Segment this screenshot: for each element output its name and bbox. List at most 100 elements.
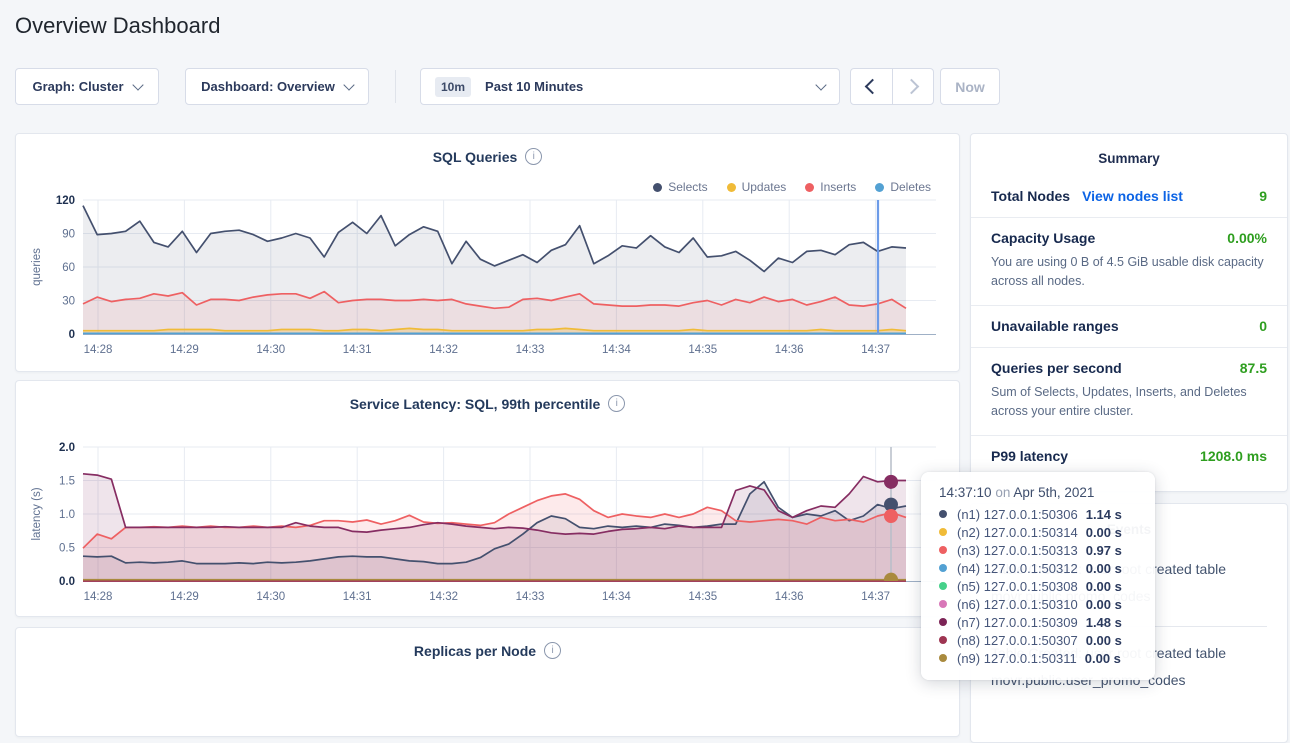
summary-label: Capacity Usage bbox=[991, 230, 1096, 246]
tooltip-row: (n1) 127.0.0.1:50306 1.14 s bbox=[939, 505, 1141, 523]
svg-text:14:29: 14:29 bbox=[170, 344, 199, 356]
tooltip-time: 14:37:10 bbox=[939, 485, 992, 500]
tooltip-row: (n4) 127.0.0.1:50312 0.00 s bbox=[939, 559, 1141, 577]
legend-item-selects[interactable]: Selects bbox=[653, 180, 708, 194]
next-range-button[interactable] bbox=[891, 69, 934, 104]
chart-legend: Selects Updates Inserts Deletes bbox=[653, 180, 931, 194]
node-latency-value: 0.00 s bbox=[1085, 560, 1122, 576]
summary-value: 0 bbox=[1259, 317, 1267, 334]
legend-item-deletes[interactable]: Deletes bbox=[875, 180, 931, 194]
graph-dropdown-label: Graph: Cluster bbox=[32, 79, 124, 94]
node-latency-value: 0.00 s bbox=[1084, 650, 1121, 666]
node-address: (n8) 127.0.0.1:50307 bbox=[957, 632, 1078, 648]
summary-value: 87.5 bbox=[1239, 359, 1267, 376]
node-address: (n3) 127.0.0.1:50313 bbox=[957, 542, 1078, 558]
chart-title: SQL Queries i bbox=[16, 148, 959, 165]
legend-item-inserts[interactable]: Inserts bbox=[805, 180, 856, 194]
svg-text:0.0: 0.0 bbox=[59, 576, 75, 588]
svg-text:60: 60 bbox=[62, 262, 75, 274]
svg-text:14:29: 14:29 bbox=[170, 591, 199, 603]
info-icon[interactable]: i bbox=[608, 395, 626, 412]
legend-label: Updates bbox=[741, 180, 787, 194]
svg-text:1.0: 1.0 bbox=[59, 509, 75, 521]
svg-text:14:32: 14:32 bbox=[429, 591, 458, 603]
svg-text:14:37: 14:37 bbox=[861, 591, 890, 603]
summary-row-qps: Queries per second 87.5 Sum of Selects, … bbox=[971, 348, 1287, 436]
summary-value: 0.00% bbox=[1227, 230, 1267, 246]
chevron-right-icon bbox=[903, 78, 920, 95]
node-address: (n5) 127.0.0.1:50308 bbox=[957, 578, 1078, 594]
svg-text:90: 90 bbox=[62, 229, 75, 241]
svg-text:latency (s): latency (s) bbox=[31, 487, 43, 540]
svg-text:14:37: 14:37 bbox=[861, 344, 890, 356]
summary-row-unavailable-ranges: Unavailable ranges 0 bbox=[971, 306, 1287, 348]
node-color-dot bbox=[939, 510, 947, 518]
summary-desc: You are using 0 B of 4.5 GiB usable disk… bbox=[991, 255, 1264, 289]
tooltip-rows: (n1) 127.0.0.1:50306 1.14 s (n2) 127.0.0.1… bbox=[939, 505, 1141, 667]
chevron-down-icon bbox=[343, 78, 355, 91]
prev-range-button[interactable] bbox=[851, 69, 892, 104]
summary-panel: Summary Total Nodes View nodes list 9 Ca… bbox=[970, 133, 1288, 492]
tooltip-header: 14:37:10 on Apr 5th, 2021 bbox=[939, 485, 1141, 500]
chevron-down-icon bbox=[131, 78, 144, 91]
chevron-left-icon bbox=[864, 78, 881, 95]
legend-dot bbox=[653, 182, 663, 192]
svg-text:1.5: 1.5 bbox=[59, 476, 75, 488]
node-latency-value: 0.00 s bbox=[1085, 596, 1122, 612]
summary-label: Total Nodes bbox=[991, 188, 1071, 204]
svg-text:14:36: 14:36 bbox=[775, 591, 804, 603]
summary-desc: Sum of Selects, Updates, Inserts, and De… bbox=[991, 384, 1247, 419]
tooltip-row: (n9) 127.0.0.1:50311 0.00 s bbox=[939, 649, 1141, 667]
node-latency-value: 1.14 s bbox=[1085, 506, 1122, 522]
node-latency-value: 0.00 s bbox=[1085, 578, 1122, 594]
graph-dropdown[interactable]: Graph: Cluster bbox=[15, 68, 159, 105]
svg-text:14:31: 14:31 bbox=[343, 344, 372, 356]
view-nodes-list-link[interactable]: View nodes list bbox=[1082, 188, 1183, 204]
node-color-dot bbox=[939, 564, 947, 572]
svg-text:120: 120 bbox=[56, 195, 75, 207]
node-address: (n1) 127.0.0.1:50306 bbox=[957, 506, 1078, 522]
chart-title-text: Replicas per Node bbox=[413, 642, 537, 659]
node-latency-value: 0.97 s bbox=[1085, 542, 1122, 558]
svg-text:0.5: 0.5 bbox=[59, 543, 75, 555]
now-button[interactable]: Now bbox=[940, 68, 1000, 105]
legend-dot bbox=[805, 182, 815, 192]
svg-text:14:34: 14:34 bbox=[602, 344, 631, 356]
svg-text:14:32: 14:32 bbox=[429, 344, 458, 356]
divider bbox=[395, 70, 396, 103]
legend-item-updates[interactable]: Updates bbox=[726, 180, 787, 194]
tooltip-row: (n5) 127.0.0.1:50308 0.00 s bbox=[939, 577, 1141, 595]
summary-label: P99 latency bbox=[991, 447, 1069, 464]
summary-value: 1208.0 ms bbox=[1200, 447, 1267, 464]
svg-text:14:30: 14:30 bbox=[256, 344, 285, 356]
tooltip-row: (n7) 127.0.0.1:50309 1.48 s bbox=[939, 613, 1141, 631]
legend-dot bbox=[726, 182, 736, 192]
svg-text:14:36: 14:36 bbox=[775, 344, 804, 356]
info-icon[interactable]: i bbox=[525, 148, 543, 165]
svg-text:14:33: 14:33 bbox=[516, 591, 545, 603]
node-color-dot bbox=[939, 618, 947, 626]
chart-title-text: SQL Queries bbox=[432, 148, 518, 165]
tooltip-row: (n3) 127.0.0.1:50313 0.97 s bbox=[939, 541, 1141, 559]
chart-title: Replicas per Node i bbox=[16, 642, 959, 659]
svg-text:0: 0 bbox=[69, 329, 75, 341]
service-latency-panel: Service Latency: SQL, 99th percentile i … bbox=[15, 380, 960, 617]
node-color-dot bbox=[939, 582, 947, 590]
tooltip-row: (n8) 127.0.0.1:50307 0.00 s bbox=[939, 631, 1141, 649]
node-color-dot bbox=[939, 528, 947, 536]
legend-label: Selects bbox=[668, 180, 708, 194]
service-latency-chart[interactable]: 14:28 14:29 14:30 14:31 14:32 14:33 14:34 14:35… bbox=[16, 381, 961, 618]
info-icon[interactable]: i bbox=[544, 642, 562, 659]
sql-queries-chart[interactable]: 14:28 14:29 14:30 14:31 14:32 14:33 14:34 14:35… bbox=[16, 134, 961, 373]
node-address: (n2) 127.0.0.1:50314 bbox=[957, 524, 1078, 540]
legend-label: Inserts bbox=[820, 180, 857, 194]
svg-text:14:35: 14:35 bbox=[688, 591, 717, 603]
time-range-label: Past 10 Minutes bbox=[485, 79, 584, 94]
chevron-down-icon bbox=[815, 78, 827, 91]
sql-queries-panel: SQL Queries i Selects Updates Inserts Delet… bbox=[15, 133, 960, 372]
tooltip-sep: on bbox=[995, 485, 1011, 500]
time-range-dropdown[interactable]: 10m Past 10 Minutes bbox=[420, 68, 840, 105]
tooltip-row: (n6) 127.0.0.1:50310 0.00 s bbox=[939, 595, 1141, 613]
dashboard-dropdown[interactable]: Dashboard: Overview bbox=[185, 68, 369, 105]
node-address: (n9) 127.0.0.1:50311 bbox=[957, 650, 1077, 666]
